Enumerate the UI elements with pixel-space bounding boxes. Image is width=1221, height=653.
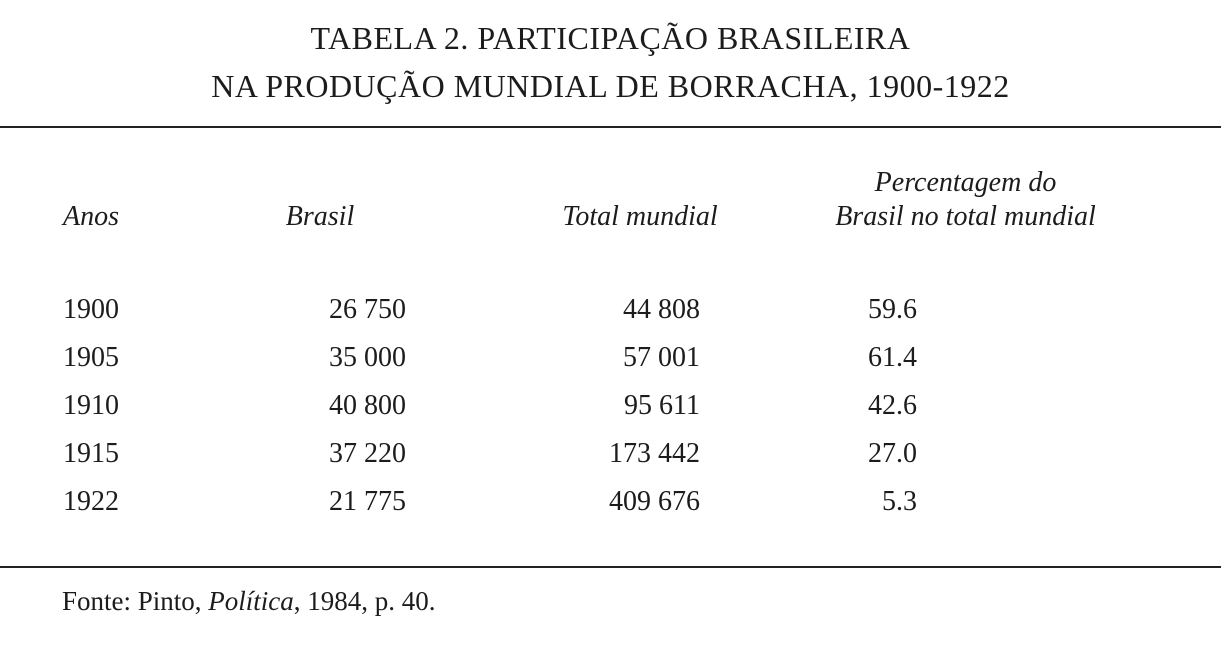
source-suffix: , 1984, p. 40. [293,586,436,616]
top-rule [0,126,1221,128]
header-total-mundial: Total mundial [562,201,718,232]
cell-year: 1905 [63,342,119,373]
header-percentagem: Percentagem do Brasil no total mundial [770,166,1161,234]
header-brasil: Brasil [285,201,355,232]
table-row: 1905 35 000 57 001 61.4 [60,334,1161,382]
cell-percentage: 42.6 [868,390,917,421]
cell-brasil: 26 750 [329,294,406,325]
bottom-rule [0,566,1221,568]
source-prefix: Fonte: Pinto, [62,586,209,616]
table-header-row: Anos Brasil Total mundial Percentagem do… [60,166,1161,234]
cell-total: 173 442 [609,438,700,469]
table-row: 1910 40 800 95 611 42.6 [60,382,1161,430]
cell-percentage: 27.0 [868,438,917,469]
source-citation: Fonte: Pinto, Política, 1984, p. 40. [0,586,1221,617]
cell-year: 1922 [63,486,119,517]
cell-brasil: 37 220 [329,438,406,469]
table-row: 1915 37 220 173 442 27.0 [60,430,1161,478]
table-title: TABELA 2. PARTICIPAÇÃO BRASILEIRA NA PRO… [0,0,1221,110]
cell-percentage: 61.4 [868,342,917,373]
table-row: 1922 21 775 409 676 5.3 [60,478,1161,526]
cell-percentage: 5.3 [882,486,917,517]
cell-year: 1915 [63,438,119,469]
cell-total: 95 611 [624,390,700,421]
header-percentagem-line2: Brasil no total mundial [835,201,1096,232]
cell-year: 1910 [63,390,119,421]
data-table: Anos Brasil Total mundial Percentagem do… [0,166,1221,526]
table-title-line2: NA PRODUÇÃO MUNDIAL DE BORRACHA, 1900-19… [211,68,1010,104]
header-percentagem-line1: Percentagem do [874,167,1057,198]
table-row: 1900 26 750 44 808 59.6 [60,286,1161,334]
cell-total: 409 676 [609,486,700,517]
cell-total: 57 001 [623,342,700,373]
cell-brasil: 35 000 [329,342,406,373]
header-anos: Anos [63,201,119,232]
cell-total: 44 808 [623,294,700,325]
cell-brasil: 21 775 [329,486,406,517]
cell-percentage: 59.6 [868,294,917,325]
table-body: 1900 26 750 44 808 59.6 1905 35 000 57 0… [60,286,1161,526]
source-work-title: Política [208,586,294,616]
cell-brasil: 40 800 [329,390,406,421]
table-title-line1: TABELA 2. PARTICIPAÇÃO BRASILEIRA [310,20,911,56]
cell-year: 1900 [63,294,119,325]
